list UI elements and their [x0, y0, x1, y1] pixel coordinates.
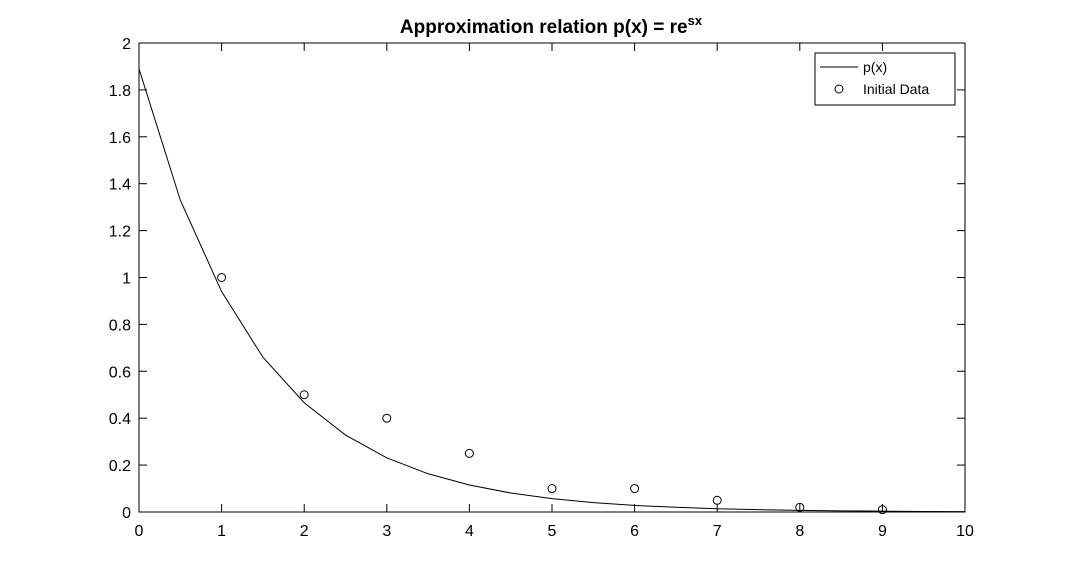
legend: p(x) Initial Data	[814, 52, 956, 106]
curve-layer	[138, 68, 966, 513]
y-tick-label-1.2: 1.2	[109, 224, 131, 241]
x-tick-label-4: 4	[465, 523, 474, 540]
x-tick-label-2: 2	[300, 523, 309, 540]
marker-layer	[217, 273, 887, 515]
y-tick-label-0.6: 0.6	[109, 364, 131, 381]
plot-area	[139, 43, 965, 512]
x-tick-label-1: 1	[217, 523, 226, 540]
x-tick-label-8: 8	[795, 523, 804, 540]
y-tick-label-1.4: 1.4	[109, 177, 131, 194]
data-point-5	[547, 484, 557, 494]
y-tick-label-2: 2	[122, 36, 131, 53]
x-tick-label-10: 10	[956, 523, 974, 540]
x-tick-label-0: 0	[135, 523, 144, 540]
axis-layer: 0 1 2 3 4 5 6 7 8 9 10 0 0.2 0.4 0.6 0.8 1 1.2 1.4 1.6 1.8 2	[109, 36, 974, 540]
y-tick-label-0.8: 0.8	[109, 317, 131, 334]
x-tick-label-5: 5	[548, 523, 557, 540]
data-point-6	[630, 484, 640, 494]
x-tick-label-3: 3	[382, 523, 391, 540]
chart-title-main: Approximation relation p(x) = re	[400, 17, 688, 38]
legend-label-initial-data: Initial Data	[863, 81, 929, 97]
data-point-4	[464, 448, 474, 458]
y-tick-label-0.4: 0.4	[109, 411, 131, 428]
x-tick-label-6: 6	[630, 523, 639, 540]
legend-label-p-x: p(x)	[863, 59, 887, 75]
chart-title-superscript: sx	[688, 13, 703, 28]
y-tick-label-0.2: 0.2	[109, 458, 131, 475]
chart-title: Approximation relation p(x) = resx	[400, 13, 703, 38]
data-point-2	[299, 390, 309, 400]
y-tick-label-1: 1	[122, 271, 131, 288]
series-line-p-x	[138, 68, 966, 513]
y-tick-label-1.6: 1.6	[109, 130, 131, 147]
y-tick-label-1.8: 1.8	[109, 83, 131, 100]
y-tick-label-0: 0	[122, 505, 131, 522]
legend-box	[814, 52, 956, 106]
x-tick-label-9: 9	[878, 523, 887, 540]
legend-marker-swatch	[834, 84, 844, 94]
data-point-3	[382, 413, 392, 423]
data-point-1	[217, 273, 227, 282]
x-tick-label-7: 7	[713, 523, 722, 540]
